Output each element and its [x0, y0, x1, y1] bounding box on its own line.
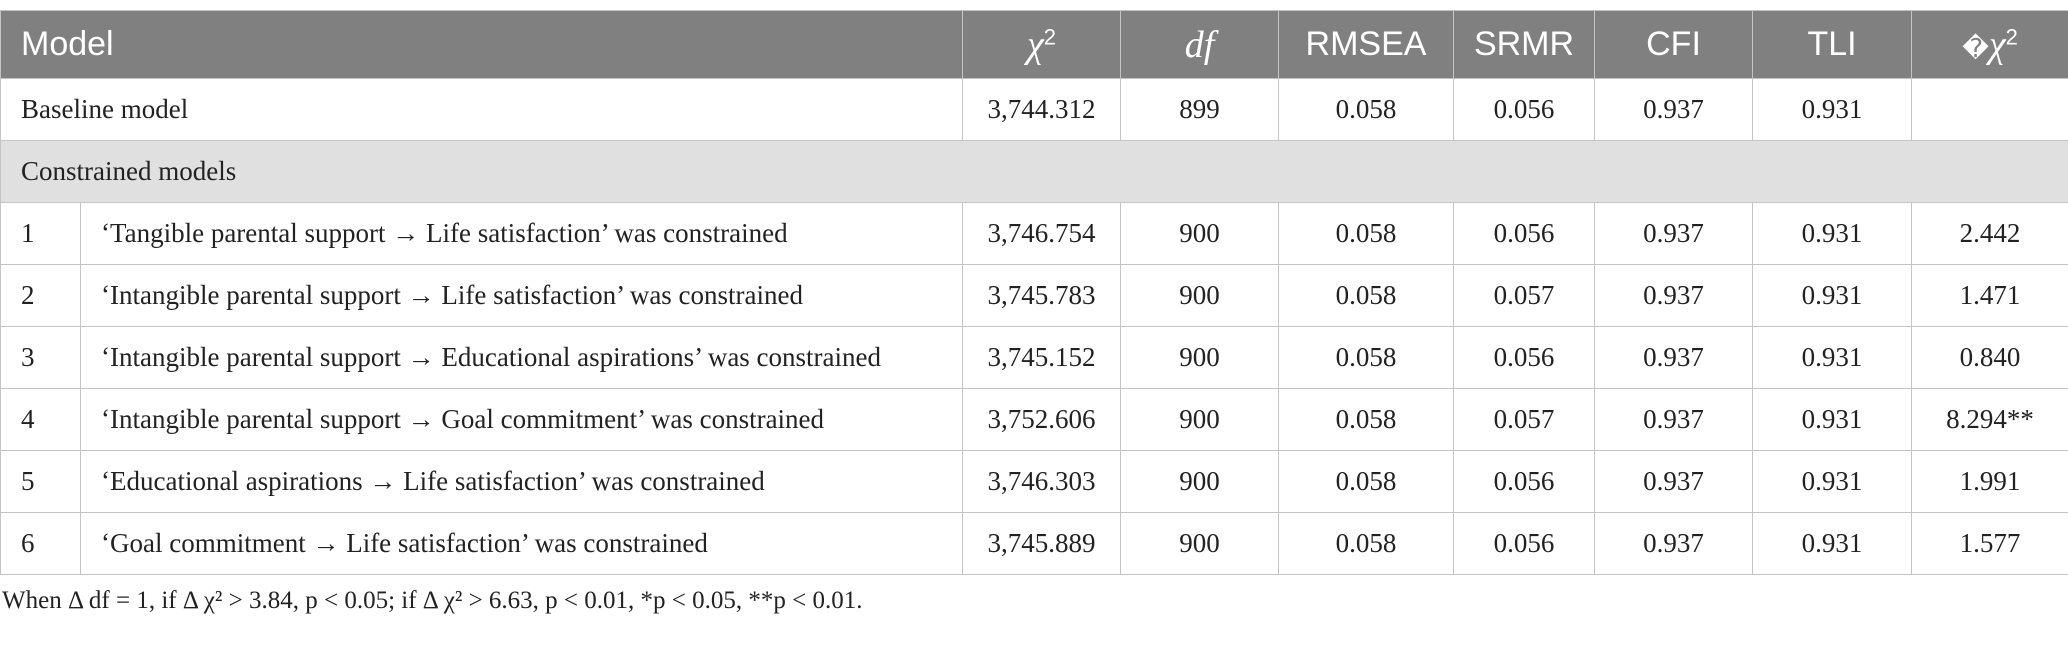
- row-df: 900: [1120, 264, 1280, 327]
- baseline-label: Baseline model: [0, 78, 964, 141]
- header-tli: TLI: [1752, 10, 1913, 79]
- header-row: Model χ2 df RMSEA SRMR CFI TLI �χ2: [0, 10, 2068, 79]
- row-description: ‘Goal commitment → Life satisfaction’ wa…: [79, 512, 964, 575]
- row-cfi: 0.937: [1594, 326, 1754, 389]
- table-row: 6 ‘Goal commitment → Life satisfaction’ …: [0, 512, 2068, 575]
- baseline-df: 899: [1120, 78, 1280, 141]
- row-rmsea: 0.058: [1278, 264, 1455, 327]
- header-cfi: CFI: [1594, 10, 1754, 79]
- table-row: 5 ‘Educational aspirations → Life satisf…: [0, 450, 2068, 513]
- row-chi2: 3,745.152: [962, 326, 1122, 389]
- row-rmsea: 0.058: [1278, 450, 1455, 513]
- row-delta: 8.294**: [1911, 388, 2068, 451]
- table-row: 2 ‘Intangible parental support → Life sa…: [0, 264, 2068, 327]
- row-description: ‘Tangible parental support → Life satisf…: [79, 202, 964, 265]
- row-number: 2: [0, 264, 81, 327]
- row-tli: 0.931: [1752, 264, 1913, 327]
- row-description: ‘Intangible parental support → Life sati…: [79, 264, 964, 327]
- table-footnote: When Δ df = 1, if Δ χ² > 3.84, p < 0.05;…: [2, 587, 863, 614]
- row-number: 5: [0, 450, 81, 513]
- row-df: 900: [1120, 326, 1280, 389]
- row-chi2: 3,752.606: [962, 388, 1122, 451]
- row-delta: 0.840: [1911, 326, 2068, 389]
- row-delta: 1.471: [1911, 264, 2068, 327]
- row-number: 6: [0, 512, 81, 575]
- row-cfi: 0.937: [1594, 202, 1754, 265]
- row-tli: 0.931: [1752, 326, 1913, 389]
- header-model: Model: [0, 10, 964, 79]
- row-cfi: 0.937: [1594, 264, 1754, 327]
- baseline-delta: [1911, 78, 2068, 141]
- row-number: 4: [0, 388, 81, 451]
- row-tli: 0.931: [1752, 450, 1913, 513]
- row-description: ‘Educational aspirations → Life satisfac…: [79, 450, 964, 513]
- row-delta: 1.577: [1911, 512, 2068, 575]
- row-cfi: 0.937: [1594, 450, 1754, 513]
- row-delta: 2.442: [1911, 202, 2068, 265]
- row-srmr: 0.056: [1453, 512, 1596, 575]
- row-rmsea: 0.058: [1278, 388, 1455, 451]
- row-chi2: 3,746.303: [962, 450, 1122, 513]
- header-srmr: SRMR: [1453, 10, 1596, 79]
- row-number: 3: [0, 326, 81, 389]
- row-srmr: 0.056: [1453, 450, 1596, 513]
- row-df: 900: [1120, 388, 1280, 451]
- table-row: 4 ‘Intangible parental support → Goal co…: [0, 388, 2068, 451]
- row-srmr: 0.056: [1453, 202, 1596, 265]
- row-chi2: 3,745.889: [962, 512, 1122, 575]
- row-rmsea: 0.058: [1278, 512, 1455, 575]
- row-rmsea: 0.058: [1278, 202, 1455, 265]
- baseline-chi2: 3,744.312: [962, 78, 1122, 141]
- row-delta: 1.991: [1911, 450, 2068, 513]
- row-cfi: 0.937: [1594, 388, 1754, 451]
- table-row: 3 ‘Intangible parental support → Educati…: [0, 326, 2068, 389]
- row-srmr: 0.057: [1453, 264, 1596, 327]
- row-number: 1: [0, 202, 81, 265]
- model-comparison-table: Model χ2 df RMSEA SRMR CFI TLI �χ2 Basel…: [0, 10, 2068, 575]
- row-tli: 0.931: [1752, 202, 1913, 265]
- row-rmsea: 0.058: [1278, 326, 1455, 389]
- row-srmr: 0.057: [1453, 388, 1596, 451]
- row-tli: 0.931: [1752, 512, 1913, 575]
- header-delta-chi2: �χ2: [1911, 10, 2068, 79]
- header-chi2: χ2: [962, 10, 1122, 79]
- baseline-row: Baseline model 3,744.312 899 0.058 0.056…: [0, 78, 2068, 141]
- baseline-tli: 0.931: [1752, 78, 1913, 141]
- header-rmsea: RMSEA: [1278, 10, 1455, 79]
- row-df: 900: [1120, 450, 1280, 513]
- row-chi2: 3,746.754: [962, 202, 1122, 265]
- table-row: 1 ‘Tangible parental support → Life sati…: [0, 202, 2068, 265]
- row-cfi: 0.937: [1594, 512, 1754, 575]
- row-description: ‘Intangible parental support → Education…: [79, 326, 964, 389]
- section-label: Constrained models: [0, 140, 2068, 203]
- row-chi2: 3,745.783: [962, 264, 1122, 327]
- section-row: Constrained models: [0, 140, 2068, 203]
- row-df: 900: [1120, 512, 1280, 575]
- baseline-rmsea: 0.058: [1278, 78, 1455, 141]
- baseline-cfi: 0.937: [1594, 78, 1754, 141]
- row-srmr: 0.056: [1453, 326, 1596, 389]
- header-df: df: [1120, 10, 1280, 79]
- baseline-srmr: 0.056: [1453, 78, 1596, 141]
- row-tli: 0.931: [1752, 388, 1913, 451]
- row-df: 900: [1120, 202, 1280, 265]
- row-description: ‘Intangible parental support → Goal comm…: [79, 388, 964, 451]
